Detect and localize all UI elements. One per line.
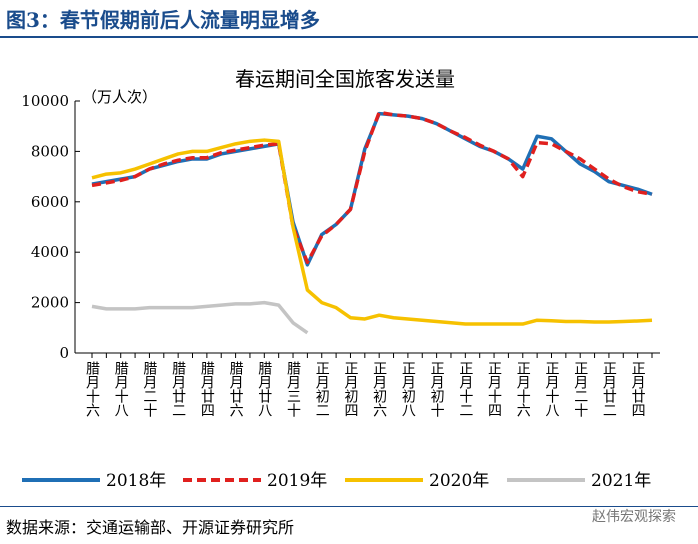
x-tick-label: 腊月廿二 bbox=[170, 361, 186, 417]
chart: 春运期间全国旅客发送量 （万人次） 0 2000 4000 6000 8000 10000… bbox=[21, 67, 660, 491]
y-tick-label: 0 bbox=[59, 344, 69, 362]
legend-label: 2019年 bbox=[267, 471, 327, 491]
x-tick-label: 腊月廿四 bbox=[199, 361, 215, 417]
x-tick-label: 腊月廿六 bbox=[228, 361, 244, 417]
legend-label: 2018年 bbox=[106, 471, 166, 491]
y-tick-label: 10000 bbox=[21, 92, 69, 110]
x-tick-label: 正月廿二 bbox=[601, 361, 617, 417]
legend-label: 2021年 bbox=[591, 471, 651, 491]
x-tick-label: 正月二十 bbox=[572, 361, 588, 417]
rule bbox=[0, 36, 698, 38]
x-tick-label: 正月廿四 bbox=[630, 361, 646, 417]
x-tick-label: 正月十六 bbox=[515, 361, 531, 417]
series-line bbox=[91, 138, 653, 326]
x-tick-label: 正月十四 bbox=[486, 361, 502, 417]
series-line bbox=[91, 111, 653, 267]
figure-title: 图3：春节假期前后人流量明显增多 bbox=[6, 8, 320, 32]
x-tick-label: 正月初八 bbox=[400, 361, 416, 417]
x-tick-label: 腊月三十 bbox=[285, 361, 301, 417]
x-tick-label: 正月十二 bbox=[457, 361, 473, 417]
series-line bbox=[91, 110, 653, 265]
x-tick-label: 腊月十六 bbox=[84, 361, 100, 417]
y-tick-label: 2000 bbox=[31, 294, 69, 312]
chart-title: 春运期间全国旅客发送量 bbox=[235, 67, 455, 91]
source: 数据来源：交通运输部、开源证券研究所 bbox=[6, 518, 295, 537]
x-tick-label: 正月初二 bbox=[314, 361, 330, 417]
x-tick-label: 正月十八 bbox=[543, 361, 559, 417]
legend-label: 2020年 bbox=[429, 471, 489, 491]
x-tick-label: 正月初六 bbox=[371, 361, 387, 417]
x-tick-label: 腊月廿八 bbox=[256, 361, 272, 417]
y-tick-label: 8000 bbox=[31, 142, 69, 160]
series-line bbox=[91, 300, 309, 335]
x-tick-label: 正月初四 bbox=[342, 361, 358, 417]
x-tick-label: 腊月二十 bbox=[141, 361, 157, 417]
y-axis-label: （万人次） bbox=[82, 88, 157, 106]
x-tick-label: 正月初十 bbox=[429, 361, 445, 417]
x-tick-label: 腊月十八 bbox=[113, 361, 129, 417]
rule bbox=[0, 506, 698, 507]
y-tick-label: 4000 bbox=[31, 243, 69, 261]
watermark: 赵伟宏观探索 bbox=[592, 509, 676, 525]
y-tick-label: 6000 bbox=[31, 193, 69, 211]
